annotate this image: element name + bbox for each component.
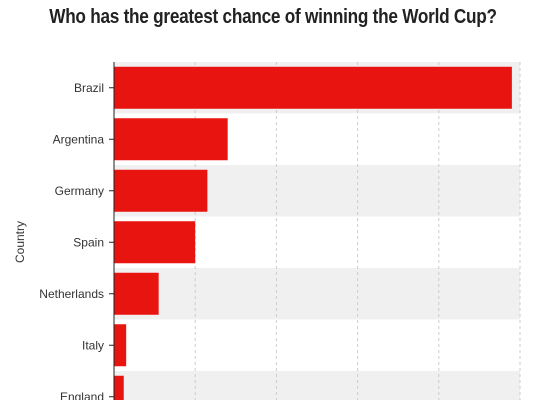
category-label: Spain	[73, 235, 104, 249]
bar	[114, 169, 208, 212]
row-band	[114, 268, 520, 320]
category-label: Italy	[82, 338, 104, 352]
y-axis-title: Country	[13, 221, 27, 263]
category-label: Brazil	[74, 81, 104, 95]
category-label: Netherlands	[39, 287, 104, 301]
category-label: England	[60, 390, 104, 400]
category-ticks	[109, 87, 114, 398]
bars	[114, 66, 512, 400]
category-labels: Brazil Argentina Germany Spain Netherlands It…	[39, 81, 104, 400]
category-label: Germany	[55, 184, 104, 198]
bar	[114, 221, 196, 264]
bar	[114, 375, 124, 400]
category-label: Argentina	[53, 132, 105, 146]
bar	[114, 118, 228, 161]
bar	[114, 272, 159, 315]
row-band	[114, 371, 520, 400]
bar	[114, 66, 512, 109]
bar	[114, 324, 127, 367]
chart-title: Who has the greatest chance of winning t…	[49, 6, 497, 28]
